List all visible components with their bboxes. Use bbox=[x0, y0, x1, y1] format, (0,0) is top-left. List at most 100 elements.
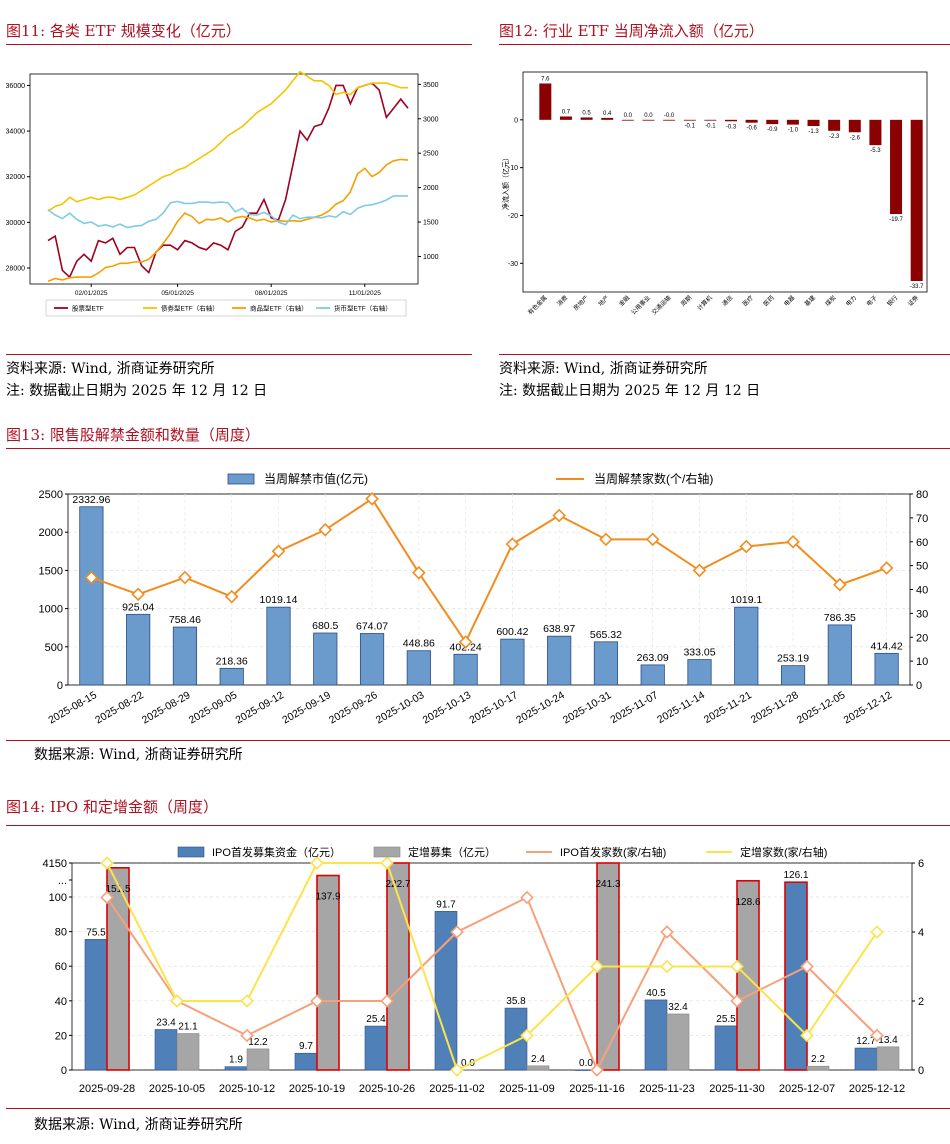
fig13-line-marker bbox=[552, 508, 566, 523]
fig13-line-marker bbox=[833, 577, 847, 592]
fig13-bar-label: 925.04 bbox=[122, 601, 154, 613]
fig14-line-marker bbox=[870, 925, 884, 939]
fig13-bar-label: 1019.1 bbox=[730, 594, 762, 606]
fig13-line-marker bbox=[178, 570, 192, 585]
fig13-bar bbox=[453, 653, 478, 686]
fig13-title: 图13: 限售股解禁金额和数量（周度） bbox=[6, 426, 260, 444]
fig12-x-tick-label: 金融 bbox=[617, 294, 631, 308]
fig13-bar bbox=[593, 641, 619, 686]
fig13-line-marker bbox=[599, 532, 613, 547]
fig12-x-tick-label: 电器 bbox=[782, 294, 796, 308]
fig13-left-tick-label: 2000 bbox=[39, 527, 63, 539]
fig14-ipo-bar-label: 25.5 bbox=[716, 1014, 736, 1025]
fig12-bar-label: 0.5 bbox=[582, 110, 591, 116]
fig13-right-tick-label: 40 bbox=[916, 585, 928, 597]
fig11-title-rule bbox=[6, 44, 472, 45]
fig12-bar bbox=[890, 119, 903, 215]
fig13-source: 数据来源: Wind, 浙商证券研究所 bbox=[34, 747, 243, 763]
fig14-line-marker bbox=[590, 1063, 604, 1077]
fig11-plot-frame bbox=[29, 73, 419, 285]
fig13-x-tick-label: 2025-12-12 bbox=[842, 689, 895, 726]
fig13-chart: 0 500 1000 1500 2000 2500 0 10 20 30 40 50 60 70 80 233… bbox=[39, 471, 929, 726]
fig14-ipo-bar-label: 12.7 bbox=[856, 1036, 876, 1047]
fig14-placement-bar bbox=[316, 874, 340, 1071]
fig12-y-tick-label: -10 bbox=[508, 165, 518, 172]
fig14-ipo-bar-label: 91.7 bbox=[436, 899, 456, 910]
fig13-right-tick-label: 20 bbox=[916, 632, 928, 644]
fig14-line-marker bbox=[310, 856, 324, 870]
fig13-bar-label: 263.09 bbox=[637, 652, 669, 664]
fig14-line-marker bbox=[730, 994, 744, 1008]
fig14-chart: 0 20 40 60 80 100... 4150 0 2 4 6 75.5 151.5 2025-09-… bbox=[43, 845, 925, 1095]
fig14-placement-bar-label: 137.9 bbox=[315, 892, 340, 903]
fig12-x-tick-label: 房地产 bbox=[572, 294, 590, 312]
fig13-line-marker bbox=[786, 534, 800, 549]
fig11-source-rule bbox=[6, 354, 472, 355]
fig12-bar bbox=[642, 119, 655, 121]
fig14-line-marker bbox=[800, 959, 814, 974]
fig14-ipo-bar bbox=[294, 1052, 318, 1071]
fig13-left-tick-label: 1500 bbox=[39, 565, 63, 577]
fig12-bar-label: 0.0 bbox=[644, 113, 653, 119]
fig12-x-tick-label: 电力 bbox=[844, 294, 858, 308]
fig12-bar-label: -0.0 bbox=[664, 113, 675, 119]
fig13-bar bbox=[126, 613, 151, 686]
fig12-bar bbox=[869, 119, 882, 146]
fig13-right-tick-label: 70 bbox=[916, 513, 928, 525]
fig12-x-tick-label: 通信 bbox=[720, 294, 734, 308]
fig11-chart: 28000 30000 32000 34000 36000 1000 1500 2000 250… bbox=[6, 70, 439, 317]
fig13-line-marker bbox=[739, 539, 754, 554]
fig14-legend-ipo-swatch bbox=[177, 846, 205, 858]
fig13-right-tick-label: 60 bbox=[916, 537, 928, 549]
fig13-bar bbox=[687, 659, 712, 686]
fig13-source-rule bbox=[6, 740, 950, 741]
fig13-x-tick-label: 2025-10-17 bbox=[467, 689, 520, 726]
fig12-bar bbox=[539, 83, 552, 120]
fig12-bar-label: -19.7 bbox=[889, 217, 903, 223]
fig12-bar bbox=[848, 119, 861, 133]
fig12-bar-label: 0.7 bbox=[562, 109, 571, 115]
fig14-placement-bar-label: 12.2 bbox=[248, 1037, 268, 1048]
fig14-x-tick-label: 2025-09-28 bbox=[79, 1083, 135, 1095]
fig13-x-tick-label: 2025-10-13 bbox=[421, 689, 474, 726]
fig12-title-rule bbox=[499, 44, 950, 45]
fig13-x-tick-label: 2025-11-21 bbox=[702, 689, 754, 726]
fig11-right-tick-label: 3000 bbox=[423, 116, 439, 123]
fig13-bar-label: 218.36 bbox=[216, 655, 248, 667]
fig11-left-tick-label: 30000 bbox=[6, 220, 25, 227]
fig14-title: 图14: IPO 和定增金额（周度） bbox=[6, 798, 218, 816]
fig13-x-tick-label: 2025-09-05 bbox=[187, 689, 240, 726]
fig13-x-tick-label: 2025-11-07 bbox=[608, 689, 660, 726]
fig14-placement-bar-label: 32.4 bbox=[668, 1002, 688, 1013]
fig12-y-tick-label: -20 bbox=[508, 213, 518, 220]
fig13-legend-bar-swatch bbox=[227, 473, 255, 485]
fig12-x-tick-label: 周期 bbox=[679, 294, 693, 308]
fig14-legend-ipo-count-label: IPO首发家数(家/右轴) bbox=[560, 845, 666, 859]
fig14-ipo-bar bbox=[504, 1007, 528, 1071]
fig14-left-tick-label: 100 bbox=[49, 892, 67, 904]
fig14-line-marker bbox=[450, 1063, 464, 1077]
fig12-bar-label: -1.3 bbox=[808, 129, 819, 135]
fig14-line-marker bbox=[870, 1028, 884, 1043]
fig13-line-marker bbox=[318, 523, 333, 537]
fig14-left-tick-label: 80 bbox=[55, 927, 67, 939]
fig13-x-tick-label: 2025-09-26 bbox=[327, 689, 380, 726]
fig13-left-tick-label: 2500 bbox=[39, 489, 63, 501]
fig12-x-tick-label: 基建 bbox=[803, 294, 817, 308]
fig14-line-marker bbox=[240, 1028, 254, 1043]
fig13-x-tick-label: 2025-08-29 bbox=[140, 689, 193, 726]
fig13-line-marker bbox=[458, 635, 473, 649]
fig13-line-marker bbox=[365, 491, 379, 506]
fig12-bar bbox=[828, 119, 841, 131]
fig13-bar bbox=[406, 650, 431, 686]
fig12-plot-frame bbox=[522, 71, 928, 293]
fig12-x-tick-label: 医药 bbox=[762, 294, 776, 308]
fig13-x-tick-label: 2025-10-24 bbox=[514, 689, 567, 726]
fig13-bar bbox=[780, 665, 806, 686]
fig12-bar bbox=[786, 119, 799, 125]
fig13-left-tick-label: 0 bbox=[57, 680, 63, 692]
fig14-line-marker bbox=[520, 890, 534, 905]
fig14-right-tick-label: 2 bbox=[918, 996, 924, 1008]
fig13-bar bbox=[734, 606, 759, 686]
fig12-bar bbox=[704, 119, 717, 121]
